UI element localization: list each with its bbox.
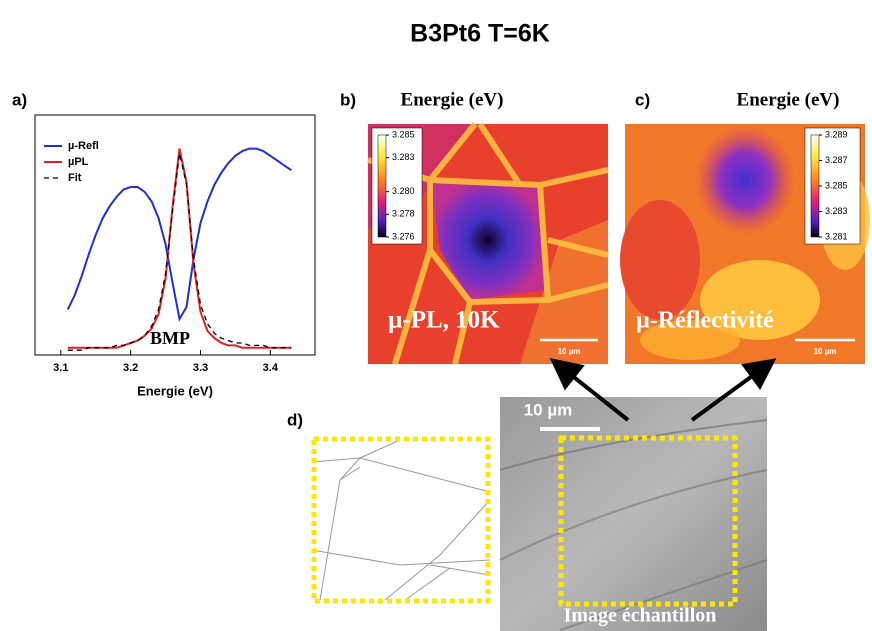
heatmap: [367, 122, 609, 365]
colorbar-tick-label: 3.283: [392, 152, 415, 162]
arrow: [549, 358, 630, 422]
panel-label: b): [340, 90, 356, 109]
legend-label: Fit: [68, 172, 82, 184]
colorbar-tick-label: 3.285: [825, 180, 848, 190]
legend-label: µPL: [68, 156, 89, 168]
x-tick-label: 3.1: [53, 362, 68, 374]
colorbar-tick-label: 3.278: [392, 209, 415, 219]
arrow: [690, 358, 777, 422]
overlay-text: µ-PL, 10K: [388, 307, 500, 334]
annotation: BMP: [150, 328, 190, 348]
scale-bar-label: 10 µm: [814, 347, 837, 356]
colorbar-tick-label: 3.280: [392, 186, 415, 196]
colorbar-tick-label: 3.285: [392, 129, 415, 139]
overlay-text: µ-Réflectivité: [636, 308, 774, 334]
panel-title: Energie (eV): [737, 89, 840, 110]
colorbar-tick-label: 3.281: [825, 231, 848, 241]
panel-label: d): [287, 410, 303, 429]
sample-image: [499, 397, 768, 631]
x-tick-label: 3.4: [263, 362, 279, 374]
scale-bar-label: 10 µm: [558, 347, 581, 356]
x-tick-label: 3.3: [193, 362, 208, 374]
series-line: [66, 147, 292, 322]
plot-frame: [34, 114, 316, 356]
series-line: [67, 153, 292, 351]
caption: Image échantillon: [564, 605, 717, 627]
panel-title: Energie (eV): [401, 89, 504, 110]
legend-label: µ-Refl: [68, 140, 99, 152]
colorbar-tick-label: 3.289: [825, 129, 848, 139]
heatmap: [620, 124, 870, 364]
colorbar-tick-label: 3.287: [825, 155, 848, 165]
x-axis-label: Energie (eV): [137, 383, 213, 398]
colorbar-tick-label: 3.283: [825, 206, 848, 216]
title: B3Pt6 T=6K: [410, 20, 550, 48]
panel-label: c): [635, 90, 650, 109]
scale-bar-label: 10 µm: [524, 400, 573, 419]
colorbar-tick-label: 3.276: [392, 231, 415, 241]
schematic: [311, 436, 491, 604]
x-tick-label: 3.2: [123, 362, 138, 374]
panel-label: a): [12, 90, 27, 109]
